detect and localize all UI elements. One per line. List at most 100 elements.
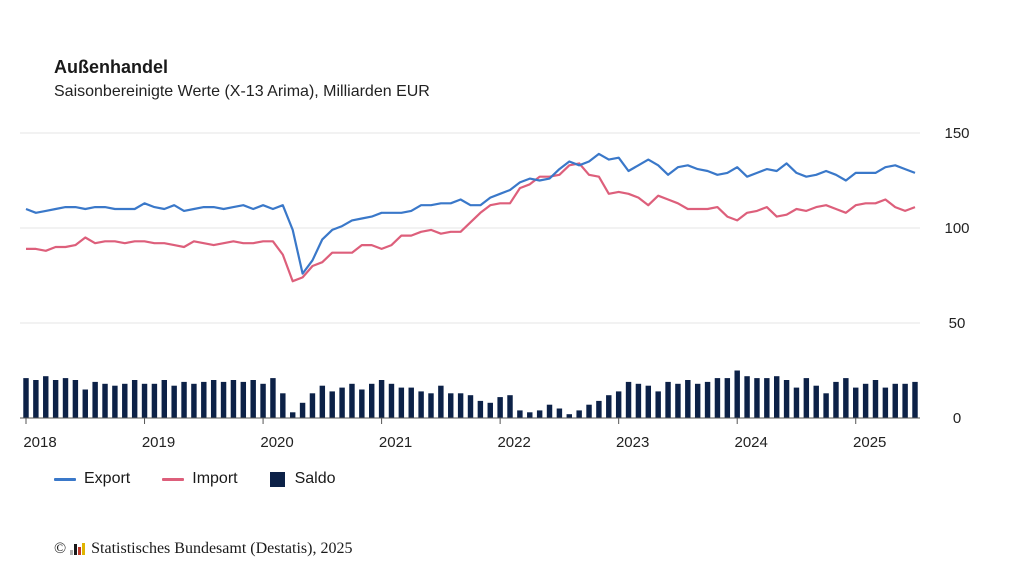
x-tick-label: 2023 [616, 434, 649, 451]
saldo-bar [704, 381, 711, 418]
legend-label-saldo: Saldo [294, 470, 336, 487]
saldo-bar [507, 395, 513, 418]
x-tick-label: 2018 [23, 434, 56, 451]
saldo-bar [655, 391, 661, 418]
y-tick-label: 100 [944, 220, 969, 237]
saldo-bar [359, 389, 365, 418]
saldo-bar [892, 383, 898, 418]
gridlines [20, 132, 920, 324]
saldo-bar [734, 370, 740, 418]
saldo-bar [556, 408, 563, 418]
saldo-bar [457, 393, 464, 418]
axes: 0 50 100 150 2018 2019 2020 2021 2022 2023 2024 202… [20, 125, 970, 451]
legend-item-saldo[interactable]: Saldo [269, 470, 336, 488]
saldo-bar [615, 391, 622, 418]
saldo-bar [62, 378, 69, 418]
y-tick-label: 0 [953, 410, 961, 427]
saldo-swatch [269, 471, 285, 487]
saldo-bar [230, 380, 237, 418]
y-tick-label: 50 [949, 315, 966, 332]
saldo-bar [438, 385, 444, 418]
saldo-bar [102, 383, 108, 418]
saldo-bar [744, 376, 750, 418]
saldo-bar [606, 395, 612, 418]
chart-title: Außenhandel [54, 57, 169, 77]
x-tick-label: 2024 [735, 434, 768, 451]
saldo-bar [270, 378, 276, 418]
saldo-bar [912, 381, 918, 418]
saldo-bar [783, 380, 790, 418]
legend-label-import: Import [192, 470, 238, 487]
saldo-bar [576, 410, 582, 418]
saldo-bar [853, 387, 859, 418]
saldo-bar [72, 380, 79, 418]
saldo-bar [645, 385, 652, 418]
saldo-bar [151, 383, 158, 418]
saldo-bar [497, 397, 503, 418]
saldo-bar [43, 376, 49, 418]
saldo-bar [191, 383, 197, 418]
series-lines [25, 152, 916, 283]
saldo-bar [309, 393, 316, 418]
saldo-bar [675, 383, 681, 418]
saldo-bar [862, 383, 869, 418]
saldo-bar [566, 414, 572, 418]
saldo-bar [596, 400, 602, 418]
legend-item-import[interactable]: Import [162, 470, 238, 488]
saldo-bar [724, 378, 731, 418]
saldo-bar [299, 402, 306, 418]
saldo-bar [131, 380, 138, 418]
saldo-bar [122, 383, 128, 418]
saldo-bar [181, 381, 187, 418]
saldo-bar [685, 380, 691, 418]
saldo-bar [872, 380, 879, 418]
saldo-bar [665, 381, 671, 418]
saldo-bar [408, 387, 414, 418]
saldo-bar [764, 378, 770, 418]
copyright-symbol: © [54, 540, 67, 557]
saldo-bar [250, 380, 256, 418]
x-tick-label: 2025 [853, 434, 886, 451]
export-line [25, 152, 916, 275]
chart-area: 0 50 100 150 2018 2019 2020 2021 2022 2023 2024 202… [20, 125, 970, 451]
saldo-bar [803, 378, 810, 418]
legend-label-export: Export [84, 470, 131, 487]
saldo-bar [793, 387, 800, 418]
saldo-bar [714, 378, 721, 418]
x-tick-label: 2022 [497, 434, 530, 451]
saldo-bar [141, 383, 148, 418]
saldo-bar [260, 383, 266, 418]
saldo-bar [82, 389, 88, 418]
import-swatch [162, 477, 185, 481]
saldo-bar [754, 378, 760, 418]
saldo-bar [240, 381, 247, 418]
saldo-bar [388, 383, 395, 418]
saldo-bar [773, 376, 780, 418]
y-tick-label: 150 [944, 125, 969, 142]
saldo-bar [171, 385, 177, 418]
x-tick-label: 2019 [142, 434, 175, 451]
source-footer: © Statistisches Bundesamt (Destatis), 20… [54, 540, 352, 558]
saldo-bar [92, 381, 98, 418]
saldo-bar [33, 380, 39, 418]
saldo-bar [823, 393, 829, 418]
saldo-bar [517, 410, 523, 418]
saldo-bar [398, 387, 405, 418]
saldo-bar [210, 380, 217, 418]
saldo-bar [319, 385, 326, 418]
saldo-bar [52, 380, 59, 418]
saldo-bar [448, 393, 454, 418]
chart-subtitle: Saisonbereinigte Werte (X-13 Arima), Mil… [54, 83, 430, 100]
legend-item-export[interactable]: Export [54, 470, 130, 488]
saldo-bar [201, 381, 207, 418]
import-line [26, 162, 916, 283]
saldo-bar [23, 378, 29, 418]
legend: Export Import Saldo [54, 470, 368, 488]
saldo-bar [161, 380, 168, 418]
x-tick-label: 2020 [260, 434, 293, 451]
saldo-bar [418, 391, 424, 418]
saldo-bar [329, 391, 335, 418]
saldo-bar [467, 395, 474, 418]
saldo-bar [378, 380, 385, 418]
export-swatch [54, 477, 76, 481]
